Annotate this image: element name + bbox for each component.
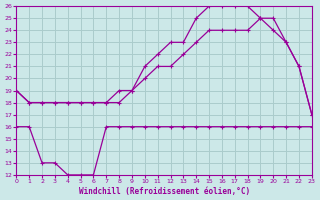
X-axis label: Windchill (Refroidissement éolien,°C): Windchill (Refroidissement éolien,°C) — [78, 187, 250, 196]
